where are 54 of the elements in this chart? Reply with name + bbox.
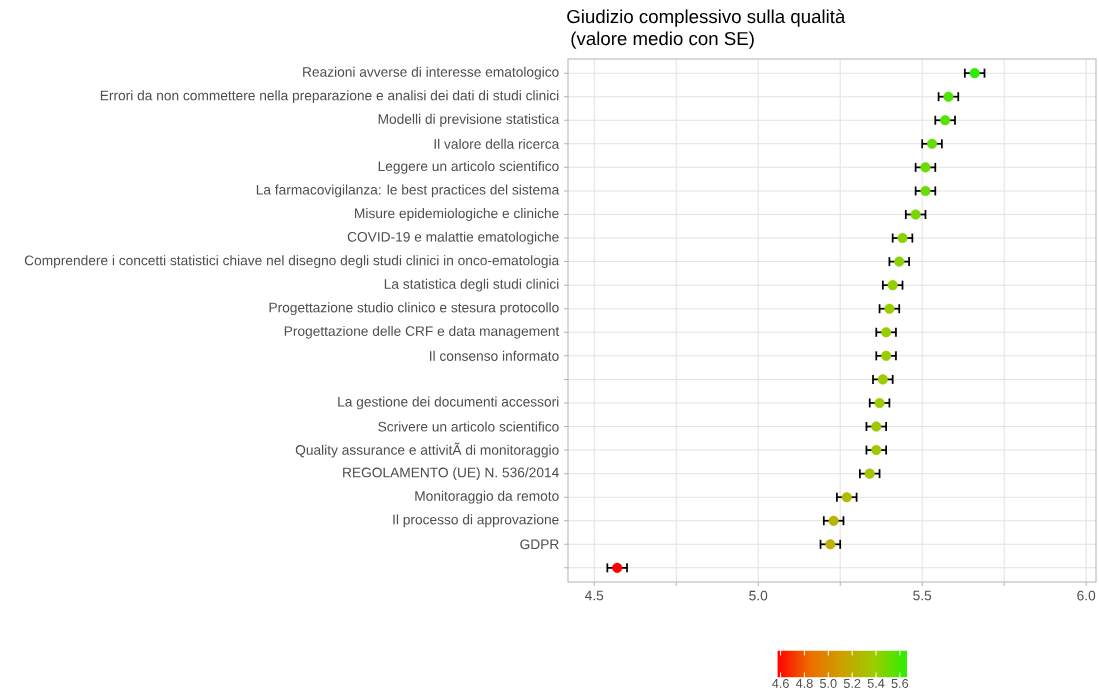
point — [825, 539, 836, 550]
y-tick-label: Modelli di previsione statistica — [378, 113, 560, 127]
y-tick-label: Errori da non commettere nella preparazione e analisi dei dati di studi clinici — [100, 90, 559, 104]
y-tick-label: Comprendere i concetti statistici chiave nel disegno degli studi clinici in onco-ematologia — [24, 255, 560, 268]
point — [828, 515, 839, 526]
y-tick-label: Il valore della ricerca — [434, 138, 560, 149]
point — [864, 468, 875, 479]
point — [881, 350, 892, 361]
point — [887, 280, 898, 291]
point — [841, 492, 852, 503]
point — [920, 185, 931, 196]
point — [894, 256, 905, 267]
point — [910, 209, 921, 220]
x-tick-label: 5.5 — [913, 590, 932, 601]
y-tick-label: Il consenso informato — [430, 350, 559, 361]
y-tick-label: Progettazione delle CRF e data management — [284, 325, 560, 339]
y-tick-label: Leggere un articolo scientifico — [378, 160, 559, 174]
point — [926, 138, 938, 149]
point — [871, 445, 882, 456]
point — [940, 115, 951, 126]
color-bar-label: 5.0 — [819, 678, 837, 688]
chart-title: Giudizio complessivo sulla qualità — [567, 9, 846, 27]
color-bar-label: 4.8 — [795, 678, 813, 688]
y-tick-label: La statistica degli studi clinici — [384, 278, 559, 292]
point — [943, 91, 954, 102]
y-tick-label: Quality assurance e attivitÃ di monitoraggio — [295, 442, 559, 458]
point — [897, 232, 908, 244]
x-tick-label: 4.5 — [585, 590, 604, 601]
y-tick-label: Reazioni avverse di interesse ematologico — [303, 66, 559, 80]
x-tick-label: 6.0 — [1077, 590, 1096, 601]
y-tick-label: La farmacovigilanza: le best practices del sistema — [256, 184, 560, 198]
color-bar-label: 5.2 — [843, 678, 861, 688]
point — [612, 562, 623, 573]
x-tick-label: 5.0 — [749, 590, 768, 601]
y-tick-label: Il processo di approvazione — [393, 514, 559, 528]
y-tick-label: Scrivere un articolo scientifico — [378, 421, 559, 432]
chart-subtitle: (valore medio con SE) — [571, 31, 754, 49]
y-tick-label: REGOLAMENTO (UE) N. 536/2014 — [343, 467, 559, 481]
point — [969, 68, 980, 79]
point — [884, 303, 895, 314]
color-bar-label: 5.4 — [867, 678, 885, 688]
point — [877, 374, 888, 385]
point — [920, 162, 931, 173]
point — [881, 327, 892, 338]
y-tick-label: GDPR — [520, 539, 559, 550]
y-tick-label: Misure epidemiologiche e cliniche — [355, 208, 559, 221]
y-tick-label: La gestione dei documenti accessori — [338, 396, 559, 410]
color-bar-label: 5.6 — [891, 678, 909, 688]
y-tick-label: Monitoraggio da remoto — [415, 490, 559, 504]
color-bar-label: 4.6 — [772, 678, 789, 688]
y-tick-label: Progettazione studio clinico e stesura protocollo — [269, 302, 559, 316]
point — [871, 421, 882, 432]
y-tick-label: COVID-19 e malattie ematologiche — [347, 231, 559, 245]
point — [874, 397, 885, 409]
